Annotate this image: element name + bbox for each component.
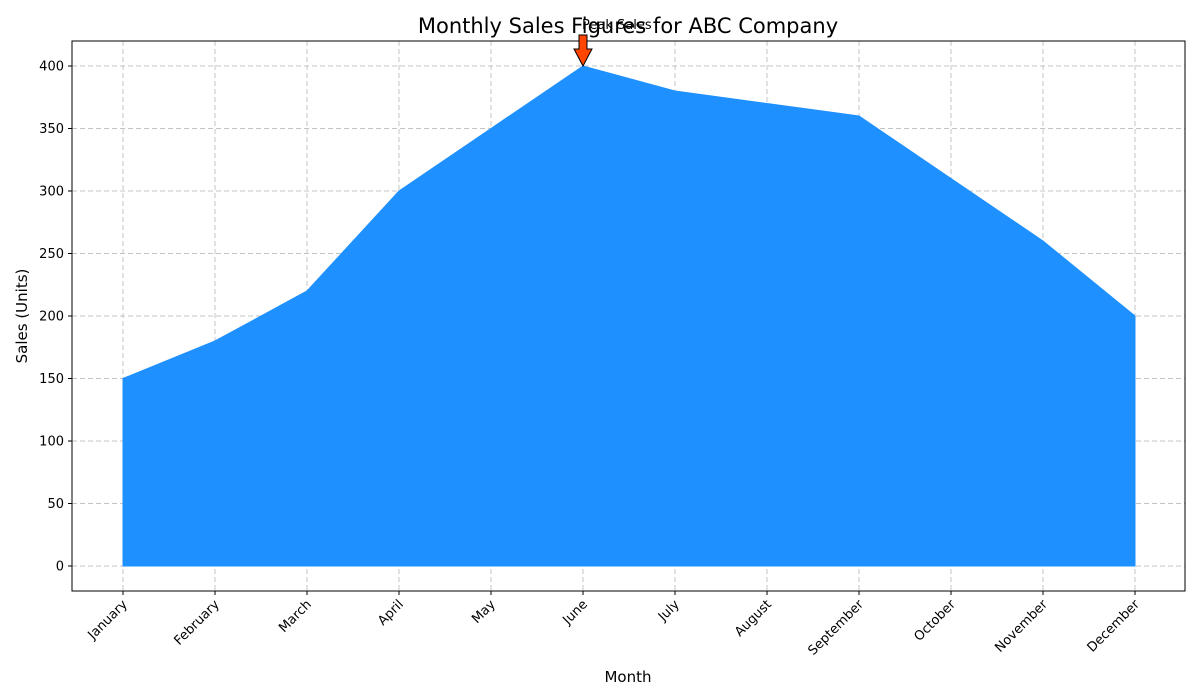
y-tick-label: 100 <box>39 435 64 450</box>
x-axis-title: Month <box>604 668 651 686</box>
data-point <box>1134 315 1136 317</box>
sales-area <box>122 65 1136 567</box>
x-tick-label: December <box>1085 597 1144 656</box>
y-tick-label: 150 <box>39 372 64 387</box>
y-tick-label: 200 <box>39 310 64 325</box>
area-layer <box>122 65 1136 567</box>
y-tick-label: 400 <box>39 60 64 75</box>
data-point <box>858 115 860 117</box>
x-tick-label: October <box>911 597 959 645</box>
x-tick-label: September <box>805 597 867 659</box>
peak-arrow <box>573 34 593 68</box>
x-tick-label: June <box>559 597 590 628</box>
x-tick-label: January <box>85 597 131 643</box>
peak-annotation-label: Peak Sales <box>582 18 652 33</box>
x-tick-label: August <box>732 597 775 640</box>
y-axis-title: Sales (Units) <box>13 269 31 364</box>
y-tick-label: 0 <box>56 560 64 575</box>
x-tick-label: March <box>276 597 315 636</box>
y-tick-label: 250 <box>39 247 64 262</box>
x-tick-label: May <box>469 597 499 627</box>
data-point <box>766 103 768 104</box>
data-point <box>398 190 400 192</box>
annotation-layer: Peak Sales <box>573 18 652 68</box>
data-point <box>1042 240 1044 242</box>
data-point <box>674 90 676 92</box>
data-point <box>950 178 952 179</box>
data-point <box>306 290 308 292</box>
x-tick-label: April <box>375 597 407 629</box>
data-point <box>214 340 216 342</box>
data-point <box>490 128 492 129</box>
y-tick-label: 350 <box>39 122 64 137</box>
chart-title: Monthly Sales Figures for ABC Company <box>418 14 838 38</box>
y-tick-label: 300 <box>39 185 64 200</box>
x-tick-label: November <box>992 597 1051 656</box>
x-tick-label: February <box>171 597 223 649</box>
x-tick-label: July <box>655 597 683 625</box>
data-point <box>122 378 124 379</box>
y-tick-label: 50 <box>47 497 64 512</box>
